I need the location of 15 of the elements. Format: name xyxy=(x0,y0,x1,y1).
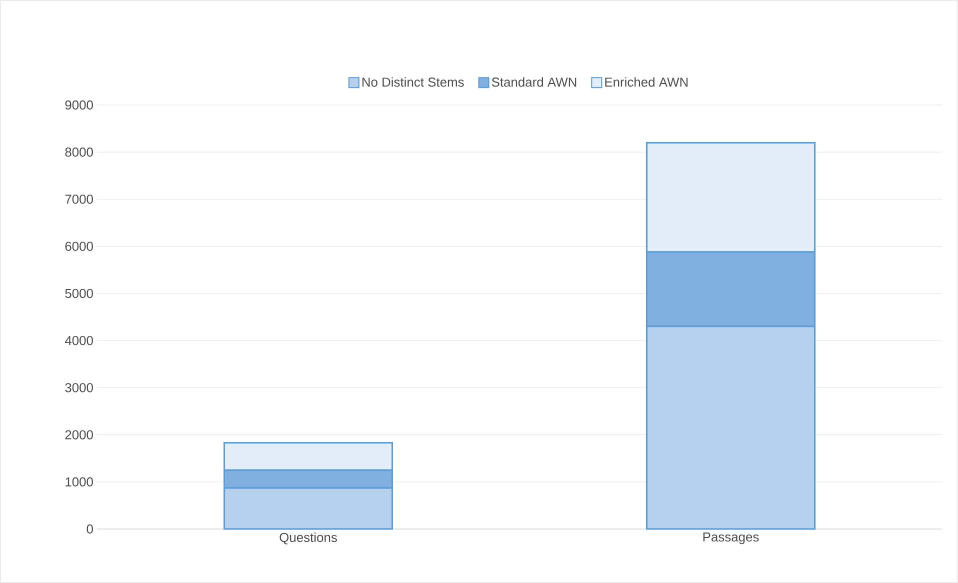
x-tick-label: Passages xyxy=(703,532,759,544)
y-tick-label: 4000 xyxy=(64,336,93,346)
y-tick-label: 1000 xyxy=(66,477,93,486)
legend-label: No Distinct Stems xyxy=(362,77,464,87)
x-tick-label: Questions xyxy=(280,532,337,544)
legend-label: Standard AWN xyxy=(492,77,576,87)
y-tick-label: 3000 xyxy=(65,383,93,392)
y-tick-label: 0 xyxy=(86,524,93,534)
y-tick-label: 6000 xyxy=(65,242,93,251)
y-tick-label: 2000 xyxy=(65,430,93,440)
legend-label: Enriched AWN xyxy=(605,77,688,87)
y-tick-label: 5000 xyxy=(65,288,93,298)
y-tick-label: 7000 xyxy=(65,194,93,204)
y-tick-label: 9000 xyxy=(65,100,93,110)
y-tick-label: 8000 xyxy=(65,148,93,157)
